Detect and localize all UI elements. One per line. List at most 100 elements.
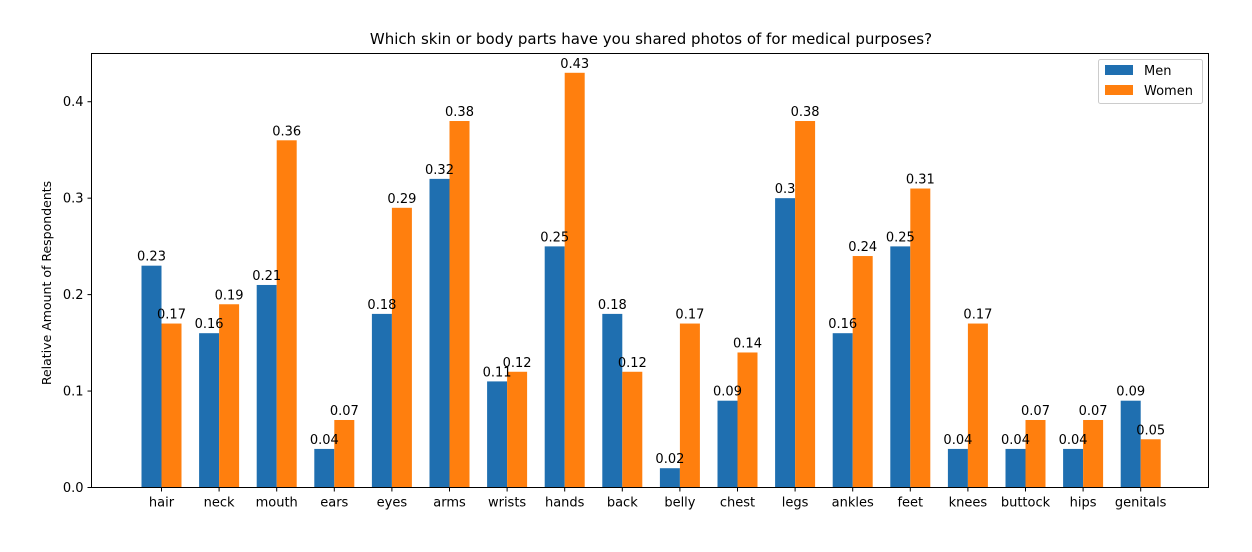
data-label-men-genitals: 0.09 (1116, 385, 1145, 400)
x-tick-label-hips: hips (1070, 496, 1097, 511)
x-tick-label-mouth: mouth (256, 496, 298, 511)
data-label-men-chest: 0.09 (713, 385, 742, 400)
bars-group (141, 72, 1161, 488)
bar-women-back (622, 371, 643, 488)
bar-men-hips (1063, 448, 1084, 488)
data-label-men-knees: 0.04 (943, 433, 972, 448)
bar-men-genitals (1120, 400, 1141, 488)
data-label-women-eyes: 0.29 (387, 192, 416, 207)
legend-swatch-women (1105, 85, 1133, 95)
bar-men-arms (429, 178, 450, 488)
data-label-women-neck: 0.19 (215, 288, 244, 303)
legend-label-women: Women (1144, 84, 1193, 99)
x-tick-label-belly: belly (664, 496, 695, 511)
data-label-women-chest: 0.14 (733, 336, 762, 351)
y-axis-label: Relative Amount of Respondents (39, 181, 54, 385)
bar-men-ankles (832, 333, 853, 488)
bar-men-wrists (487, 381, 508, 488)
data-label-men-arms: 0.32 (425, 163, 454, 178)
bar-women-legs (795, 121, 816, 488)
data-label-men-legs: 0.3 (775, 182, 796, 197)
data-label-men-hair: 0.23 (137, 250, 166, 265)
x-tick-label-eyes: eyes (377, 496, 408, 511)
y-axis: 0.0 0.1 0.2 0.3 0.4 (63, 95, 92, 496)
data-label-women-back: 0.12 (618, 356, 647, 371)
bar-men-chest (717, 400, 738, 488)
y-tick-label: 0.3 (63, 192, 84, 207)
data-label-men-neck: 0.16 (195, 317, 224, 332)
bar-men-feet (890, 246, 911, 488)
data-label-men-eyes: 0.18 (367, 298, 396, 313)
x-tick-label-legs: legs (782, 496, 809, 511)
bar-men-buttock (1005, 448, 1026, 488)
data-label-women-arms: 0.38 (445, 105, 474, 120)
bar-men-belly (659, 468, 680, 488)
y-tick-label: 0.2 (63, 288, 84, 303)
data-label-women-feet: 0.31 (906, 173, 935, 188)
bar-men-back (602, 313, 623, 488)
bar-men-hair (141, 265, 162, 488)
bar-women-mouth (276, 140, 297, 488)
data-label-women-wrists: 0.12 (503, 356, 532, 371)
bar-women-belly (679, 323, 700, 488)
bar-men-neck (199, 333, 220, 488)
x-tick-label-hair: hair (149, 496, 175, 511)
bar-women-knees (967, 323, 988, 488)
bar-women-wrists (507, 371, 528, 488)
data-label-women-belly: 0.17 (675, 308, 704, 323)
bar-labels-group: 0.23 0.16 0.21 0.04 0.18 0.32 0.11 0.25 0.18 0.02… (137, 57, 1165, 467)
chart-title: Which skin or body parts have you shared… (370, 30, 932, 48)
data-label-men-back: 0.18 (598, 298, 627, 313)
data-label-women-legs: 0.38 (791, 105, 820, 120)
data-label-men-belly: 0.02 (655, 452, 684, 467)
y-tick-label: 0.4 (63, 95, 84, 110)
bar-men-eyes (371, 313, 392, 488)
data-label-men-hands: 0.25 (540, 230, 569, 245)
y-tick-label: 0.1 (63, 385, 84, 400)
legend-label-men: Men (1144, 64, 1171, 79)
bar-women-hips (1083, 419, 1104, 488)
data-label-men-ankles: 0.16 (828, 317, 857, 332)
data-label-women-knees: 0.17 (963, 308, 992, 323)
x-tick-label-genitals: genitals (1115, 496, 1167, 511)
data-label-women-mouth: 0.36 (272, 124, 301, 139)
data-label-men-feet: 0.25 (886, 230, 915, 245)
bar-women-hair (161, 323, 182, 488)
data-label-women-ankles: 0.24 (848, 240, 877, 255)
bar-women-neck (219, 304, 240, 488)
x-tick-label-ears: ears (320, 496, 348, 511)
data-label-men-buttock: 0.04 (1001, 433, 1030, 448)
x-axis: hair neck mouth ears eyes arms wrists hands back… (149, 487, 1167, 511)
data-label-men-hips: 0.04 (1059, 433, 1088, 448)
x-tick-label-arms: arms (433, 496, 466, 511)
y-tick-label: 0.0 (63, 481, 84, 496)
x-tick-label-buttock: buttock (1001, 496, 1051, 511)
x-tick-label-knees: knees (949, 496, 988, 511)
plot-frame (91, 53, 1209, 488)
legend: Men Women (1098, 59, 1203, 104)
bar-women-hands (564, 72, 585, 488)
bar-women-ankles (852, 256, 873, 488)
x-tick-label-hands: hands (545, 496, 585, 511)
bar-women-arms (449, 121, 470, 488)
bar-women-ears (334, 419, 355, 488)
x-tick-label-chest: chest (720, 496, 755, 511)
x-tick-label-back: back (607, 496, 638, 511)
bar-men-hands (544, 246, 565, 488)
bar-women-feet (910, 188, 931, 488)
data-label-women-hands: 0.43 (560, 57, 589, 72)
data-label-men-wrists: 0.11 (483, 365, 512, 380)
x-tick-label-feet: feet (897, 496, 923, 511)
bar-men-ears (314, 448, 335, 488)
bar-men-legs (775, 198, 796, 488)
x-tick-label-wrists: wrists (488, 496, 526, 511)
bar-women-eyes (391, 207, 412, 488)
data-label-men-mouth: 0.21 (252, 269, 281, 284)
x-tick-label-ankles: ankles (832, 496, 874, 511)
data-label-women-hair: 0.17 (157, 308, 186, 323)
bar-women-buttock (1025, 419, 1046, 488)
data-label-men-ears: 0.04 (310, 433, 339, 448)
data-label-women-ears: 0.07 (330, 404, 359, 419)
legend-swatch-men (1105, 65, 1133, 75)
